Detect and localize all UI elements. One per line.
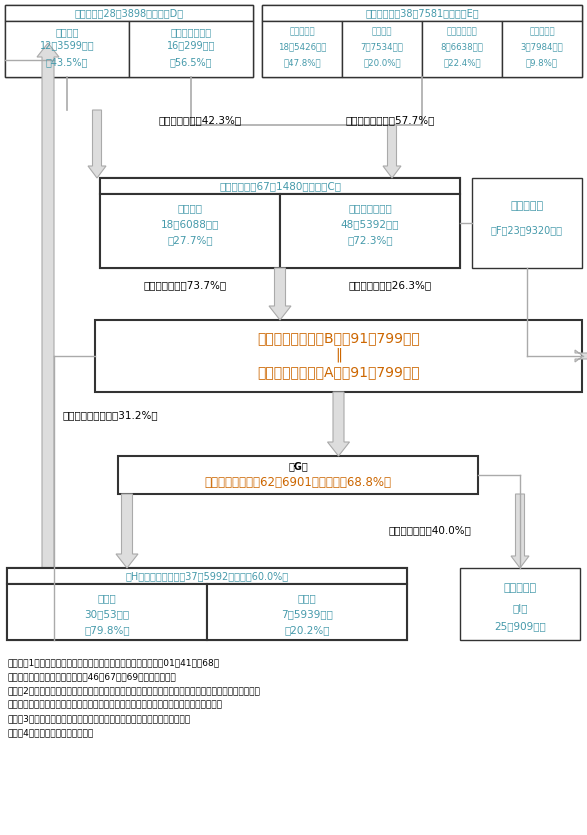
Bar [129, 21, 253, 77]
Text: （H）府内最終需要　37兆5992億円　（60.0%）: （H）府内最終需要 37兆5992億円 （60.0%） [126, 571, 289, 581]
Bar [280, 194, 460, 268]
Text: 3兆7984億円: 3兆7984億円 [521, 43, 564, 52]
Bar [262, 21, 342, 77]
Text: 輸　移　入　（26.3%）: 輸 移 入 （26.3%） [349, 280, 431, 290]
Text: 30兆53億円: 30兆53億円 [85, 609, 130, 619]
Text: 粗付加価値率　（57.7%）: 粗付加価値率 （57.7%） [345, 115, 435, 125]
Text: 輸　移　入: 輸 移 入 [511, 201, 544, 211]
Polygon shape [328, 392, 349, 456]
Text: 16兆299億円: 16兆299億円 [167, 40, 215, 50]
Text: 輸　移　出: 輸 移 出 [504, 583, 537, 593]
Text: （27.7%）: （27.7%） [167, 235, 213, 245]
Bar [262, 5, 582, 21]
Polygon shape [269, 268, 291, 320]
Bar [100, 178, 460, 268]
Text: 48兆5392億円: 48兆5392億円 [340, 219, 399, 229]
Text: 輸　移　出　（40.0%）: 輸 移 出 （40.0%） [389, 525, 471, 535]
Bar [422, 21, 502, 77]
Text: 府内生産額　（73.7%）: 府内生産額 （73.7%） [143, 280, 227, 290]
Text: 府内生産額　67兆1480億円　（C）: 府内生産額 67兆1480億円 （C） [219, 181, 341, 191]
Text: （G）: （G） [288, 461, 308, 471]
Text: サービスの投入: サービスの投入 [170, 27, 211, 37]
Bar [5, 5, 253, 77]
Text: （72.3%）: （72.3%） [347, 235, 393, 245]
Text: の合計、「投資」は「府内総固定資本形成」及び「在庫純増」の合計である。: の合計、「投資」は「府内総固定資本形成」及び「在庫純増」の合計である。 [8, 700, 223, 709]
Bar [460, 568, 580, 640]
Polygon shape [575, 350, 587, 362]
Text: 営業余剰: 営業余剰 [372, 28, 392, 37]
Bar [7, 568, 407, 640]
Text: （47.8%）: （47.8%） [283, 58, 321, 68]
Polygon shape [116, 494, 138, 568]
Bar [95, 320, 582, 392]
Bar [7, 568, 407, 584]
Text: そ　の　他: そ の 他 [529, 28, 555, 37]
Bar [502, 21, 582, 77]
Text: 18兆6088億円: 18兆6088億円 [161, 219, 219, 229]
Text: （43.5%）: （43.5%） [46, 57, 88, 67]
Text: 8兆6638億円: 8兆6638億円 [441, 43, 484, 52]
Text: 財の生産: 財の生産 [177, 203, 203, 213]
Text: 中　間　需　要　（31.2%）: 中 間 需 要 （31.2%） [62, 410, 158, 420]
Text: （注）　1　この図において、「財」は統合大分類の分類コード01〜41及び68、: （注） 1 この図において、「財」は統合大分類の分類コード01〜41及び68、 [8, 658, 220, 667]
Bar [100, 178, 460, 194]
Text: 財の投入: 財の投入 [55, 27, 79, 37]
Text: 2　この図において、「消費」は「家計外消費支出」「民間消費支出」及び「一般政府消費支出」: 2 この図において、「消費」は「家計外消費支出」「民間消費支出」及び「一般政府消… [8, 686, 261, 695]
Text: 「サービス」は同じく46〜67及び69の合計である。: 「サービス」は同じく46〜67及び69の合計である。 [8, 672, 177, 681]
Polygon shape [88, 110, 106, 178]
Text: （56.5%）: （56.5%） [170, 57, 212, 67]
Text: サービスの生産: サービスの生産 [348, 203, 392, 213]
Text: （I）: （I） [512, 603, 528, 613]
Text: 7兆7534億円: 7兆7534億円 [360, 43, 403, 52]
Bar [472, 178, 582, 268]
Bar [342, 21, 422, 77]
Bar [100, 194, 280, 268]
Polygon shape [383, 125, 401, 178]
Text: ‖: ‖ [335, 347, 342, 362]
Bar [7, 584, 207, 640]
Text: （F）23兆9320億円: （F）23兆9320億円 [491, 225, 563, 235]
Text: 7兆5939億円: 7兆5939億円 [281, 609, 333, 619]
Bar [118, 456, 478, 494]
Text: （22.4%）: （22.4%） [443, 58, 481, 68]
Text: （79.8%）: （79.8%） [84, 625, 130, 635]
Text: 12兆3599億円: 12兆3599億円 [40, 40, 95, 50]
Polygon shape [37, 43, 59, 640]
Text: 総　供　給　　（B）　91兆799億円: 総 供 給 （B） 91兆799億円 [257, 331, 420, 345]
Text: （20.0%）: （20.0%） [363, 58, 401, 68]
Text: 総　需　要　　（A）　91兆799億円: 総 需 要 （A） 91兆799億円 [257, 365, 420, 379]
Text: 中間投入率　（42.3%）: 中間投入率 （42.3%） [158, 115, 242, 125]
Text: 最　終　需　要　62兆6901億円　　（68.8%）: 最 終 需 要 62兆6901億円 （68.8%） [204, 475, 392, 488]
Text: 粗付加価値　38兆7581億円　（E）: 粗付加価値 38兆7581億円 （E） [365, 8, 479, 18]
Text: 雇用者所得: 雇用者所得 [289, 28, 315, 37]
Text: 消　費: 消 費 [97, 593, 116, 603]
Text: （20.2%）: （20.2%） [284, 625, 330, 635]
Text: 25兆909億円: 25兆909億円 [494, 621, 546, 631]
Bar [262, 5, 582, 77]
Text: 投　資: 投 資 [298, 593, 316, 603]
Text: 4　（　）は構成比を示す。: 4 （ ）は構成比を示す。 [8, 728, 95, 737]
Bar [5, 5, 253, 21]
Bar [207, 584, 407, 640]
Bar [5, 21, 129, 77]
Text: 中間投入　28兆3898億円　（D）: 中間投入 28兆3898億円 （D） [75, 8, 184, 18]
Text: 3　四捨五入していることから、内訳は必ずしも合計と一致しない。: 3 四捨五入していることから、内訳は必ずしも合計と一致しない。 [8, 714, 191, 723]
Text: 資本減耗引当: 資本減耗引当 [447, 28, 477, 37]
Polygon shape [511, 494, 529, 568]
Text: 18兆5426億円: 18兆5426億円 [278, 43, 326, 52]
Text: （9.8%）: （9.8%） [526, 58, 558, 68]
